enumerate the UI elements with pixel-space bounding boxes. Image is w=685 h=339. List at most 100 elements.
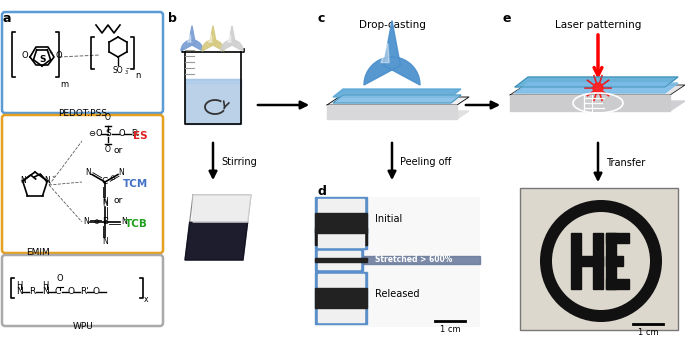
Text: O: O (56, 51, 62, 60)
Polygon shape (185, 79, 241, 124)
Text: N: N (86, 168, 91, 177)
Polygon shape (318, 233, 364, 247)
Text: Transfer: Transfer (606, 158, 645, 168)
Text: SO: SO (113, 66, 123, 75)
Text: R': R' (80, 287, 89, 297)
Text: Released: Released (375, 289, 419, 299)
Polygon shape (315, 288, 367, 308)
Polygon shape (227, 35, 231, 42)
Polygon shape (318, 251, 360, 258)
Polygon shape (606, 279, 629, 289)
Text: WPU: WPU (73, 322, 93, 331)
Polygon shape (327, 105, 457, 119)
Text: N: N (20, 177, 25, 185)
Polygon shape (510, 85, 685, 95)
Polygon shape (221, 26, 243, 51)
Text: m: m (60, 80, 68, 89)
Text: Stretched > 600%: Stretched > 600% (375, 256, 453, 264)
Text: O: O (96, 129, 103, 139)
Text: C: C (55, 287, 61, 297)
Polygon shape (315, 272, 367, 324)
Text: $\ominus$: $\ominus$ (109, 174, 116, 182)
Text: N: N (42, 287, 49, 297)
Text: C: C (102, 178, 108, 186)
Text: or: or (114, 196, 123, 205)
Text: $\ominus$: $\ominus$ (92, 218, 100, 226)
Text: Stirring: Stirring (221, 157, 257, 167)
Polygon shape (363, 256, 480, 264)
Text: 1 cm: 1 cm (638, 328, 658, 337)
FancyBboxPatch shape (2, 255, 163, 326)
Polygon shape (185, 79, 241, 83)
Text: N: N (119, 168, 125, 177)
Polygon shape (593, 233, 603, 289)
Polygon shape (515, 83, 678, 93)
Polygon shape (315, 258, 367, 262)
Text: Laser patterning: Laser patterning (555, 20, 641, 30)
Text: a: a (3, 12, 12, 25)
Text: R: R (29, 287, 35, 297)
Text: b: b (168, 12, 177, 25)
Circle shape (593, 83, 603, 93)
Polygon shape (209, 35, 212, 42)
Text: O: O (119, 129, 125, 139)
Polygon shape (315, 197, 367, 249)
Circle shape (552, 212, 650, 310)
Text: TCM: TCM (123, 179, 148, 189)
Text: c: c (318, 12, 325, 25)
Polygon shape (318, 262, 360, 269)
Polygon shape (606, 233, 629, 243)
Polygon shape (181, 26, 203, 51)
Text: Peeling off: Peeling off (400, 157, 451, 167)
Text: H: H (42, 280, 49, 290)
Text: n: n (135, 71, 140, 80)
FancyBboxPatch shape (2, 12, 163, 113)
Text: x: x (144, 296, 149, 304)
Text: $_3^-$: $_3^-$ (124, 66, 131, 77)
Text: $^+$: $^+$ (47, 51, 53, 57)
Text: S: S (40, 55, 47, 63)
Polygon shape (188, 35, 191, 42)
Text: $^+$: $^+$ (51, 176, 58, 180)
Text: Initial: Initial (375, 214, 402, 224)
Polygon shape (327, 97, 469, 105)
Text: ES: ES (134, 131, 148, 141)
Polygon shape (185, 222, 248, 260)
Text: N: N (45, 177, 50, 185)
FancyBboxPatch shape (2, 115, 163, 253)
Polygon shape (193, 195, 251, 222)
Text: O: O (105, 113, 111, 122)
Text: 1 cm: 1 cm (440, 325, 460, 334)
Polygon shape (315, 228, 367, 245)
Polygon shape (333, 89, 461, 97)
Text: O: O (68, 287, 75, 297)
Text: EMIM: EMIM (26, 248, 50, 257)
Polygon shape (315, 213, 367, 233)
Text: O: O (105, 145, 111, 154)
Text: O: O (57, 274, 63, 283)
Polygon shape (185, 195, 251, 260)
Polygon shape (327, 111, 469, 119)
Circle shape (540, 200, 662, 322)
Polygon shape (381, 43, 389, 63)
Polygon shape (364, 21, 420, 85)
Polygon shape (318, 308, 364, 322)
Polygon shape (202, 26, 224, 51)
Polygon shape (318, 199, 364, 213)
Text: Et: Et (131, 129, 139, 139)
Text: Drop-casting: Drop-casting (358, 20, 425, 30)
Text: O: O (93, 287, 100, 297)
Polygon shape (510, 101, 685, 111)
Text: N: N (83, 218, 89, 226)
Text: or: or (114, 146, 123, 155)
Bar (520, 188, 678, 330)
Bar (315, 197, 480, 327)
Text: N: N (102, 197, 108, 205)
Text: PEDOT:PSS: PEDOT:PSS (58, 109, 108, 118)
Text: H: H (16, 280, 23, 290)
Polygon shape (510, 95, 670, 111)
Polygon shape (318, 274, 364, 288)
Text: N: N (102, 237, 108, 245)
Text: TCB: TCB (125, 219, 148, 229)
Polygon shape (571, 233, 581, 289)
